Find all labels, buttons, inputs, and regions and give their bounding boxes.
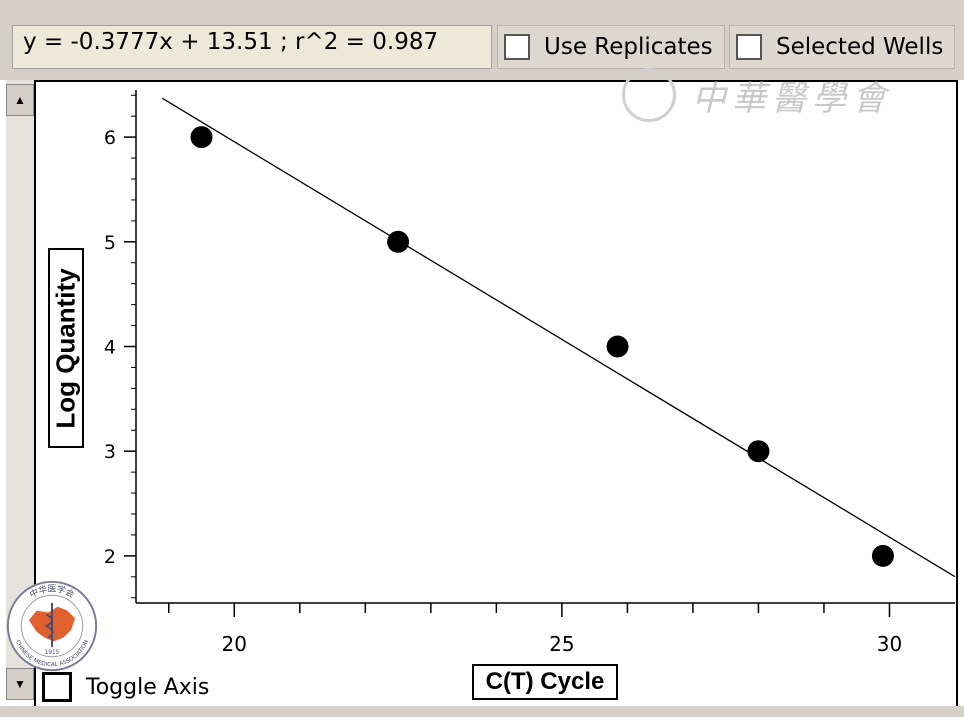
data-point — [747, 440, 770, 463]
x-tick-label: 25 — [549, 632, 574, 656]
regression-line — [161, 97, 956, 578]
data-point — [606, 335, 629, 358]
selected-wells-checkbox[interactable] — [736, 34, 762, 60]
y-tick-label: 6 — [104, 127, 116, 149]
scroll-down-button[interactable]: ▼ — [6, 668, 34, 700]
toggle-axis-checkbox[interactable] — [42, 672, 72, 702]
use-replicates-option[interactable]: Use Replicates — [497, 25, 725, 69]
x-tick-label: 20 — [222, 632, 247, 656]
logo-top-text: 中华医学会 — [27, 583, 77, 601]
y-tick-label: 3 — [104, 441, 116, 463]
x-tick-label: 30 — [877, 632, 902, 656]
data-point — [387, 230, 410, 253]
toolbar: y = -0.3777x + 13.51 ; r^2 = 0.987 Use R… — [0, 0, 964, 80]
scroll-up-button[interactable]: ▲ — [6, 84, 34, 116]
seal-icon — [622, 68, 676, 122]
selected-wells-option[interactable]: Selected Wells — [729, 25, 955, 69]
data-point — [190, 126, 213, 149]
svg-text:中华医学会: 中华医学会 — [27, 583, 77, 601]
selected-wells-label: Selected Wells — [776, 34, 944, 60]
watermark-text: 中華醫學會 — [692, 78, 892, 119]
x-axis-label: C(T) Cycle — [472, 664, 618, 700]
watermark: 中華醫學會 — [622, 66, 892, 124]
data-point — [871, 544, 894, 567]
use-replicates-checkbox[interactable] — [504, 34, 530, 60]
toggle-axis-option[interactable]: Toggle Axis — [42, 670, 209, 704]
y-axis-label-text: Log Quantity — [50, 267, 81, 429]
arrow-down-icon: ▼ — [14, 677, 26, 691]
y-tick-label: 5 — [104, 232, 116, 254]
toggle-axis-label: Toggle Axis — [86, 674, 210, 700]
use-replicates-label: Use Replicates — [544, 34, 713, 60]
y-axis-label: Log Quantity — [48, 248, 84, 448]
chinese-medical-association-logo: 中华医学会 CHINESE MEDICAL ASSOCIATION 1915 — [6, 580, 98, 672]
y-tick-label: 4 — [104, 337, 116, 359]
status-strip — [0, 706, 964, 717]
logo-year: 1915 — [45, 650, 60, 656]
y-tick-label: 2 — [104, 546, 116, 568]
arrow-up-icon: ▲ — [14, 93, 26, 107]
regression-equation: y = -0.3777x + 13.51 ; r^2 = 0.987 — [12, 25, 492, 69]
